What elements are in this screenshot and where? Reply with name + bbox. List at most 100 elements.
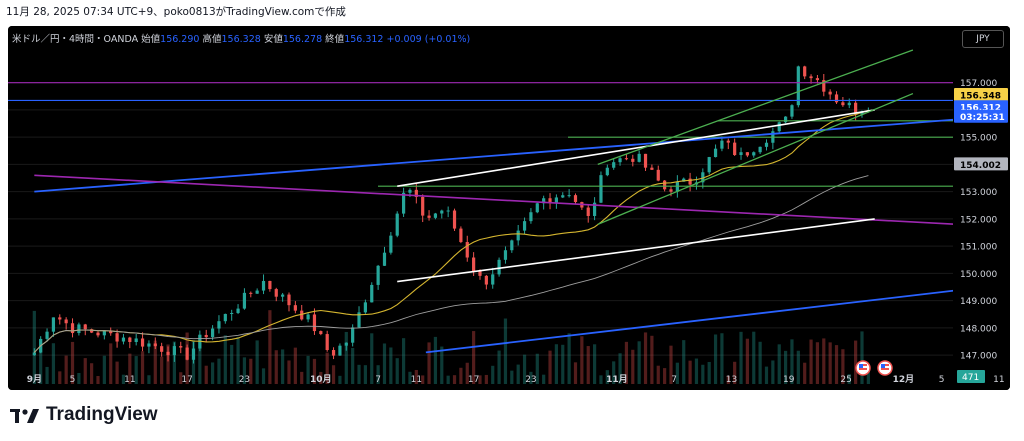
volume-bar	[701, 364, 705, 384]
volume-bar	[860, 331, 864, 384]
candle-body	[783, 116, 788, 123]
volume-bar	[351, 347, 355, 384]
candle-body	[281, 294, 285, 297]
candle-body	[51, 317, 56, 332]
currency-button[interactable]: JPY	[962, 30, 1004, 48]
candle-body	[172, 346, 176, 356]
volume-bar	[465, 362, 469, 384]
candle-body	[478, 271, 482, 276]
volume-bar	[790, 339, 794, 384]
moving-average-slow	[33, 175, 869, 353]
volume-bar	[401, 338, 406, 384]
volume-bar	[357, 364, 361, 384]
volume-bar	[389, 347, 393, 384]
candle-body	[421, 196, 425, 216]
volume-label: 471	[962, 373, 979, 383]
volume-bar	[408, 371, 412, 384]
volume-bar	[586, 346, 590, 384]
candle-body	[631, 158, 635, 162]
candle-body	[561, 195, 565, 198]
volume-bar	[491, 365, 495, 384]
candle-body	[592, 202, 597, 216]
volume-bar	[733, 361, 737, 384]
candle-body	[790, 105, 794, 117]
candle-body	[669, 189, 673, 192]
open-value: 156.290	[160, 34, 200, 45]
candle-body	[230, 312, 234, 314]
candle-body	[338, 345, 342, 356]
candle-body	[363, 302, 367, 313]
volume-bar	[414, 369, 418, 384]
volume-bar	[242, 357, 247, 384]
volume-bar	[510, 370, 514, 384]
volume-bar	[484, 374, 488, 384]
candle-body	[32, 352, 36, 356]
price-label-box	[954, 109, 1008, 123]
price-chart[interactable]: 157.000156.000155.000154.000153.000152.0…	[8, 26, 1010, 390]
time-tick-label: 19	[783, 375, 795, 385]
price-tick-label: 150.000	[960, 270, 997, 280]
candle-body	[841, 102, 845, 106]
time-tick-label: 11	[411, 375, 422, 385]
volume-bar	[217, 358, 221, 384]
time-tick-label: 23	[239, 375, 250, 385]
volume-bar	[612, 361, 616, 384]
high-value: 156.328	[221, 34, 261, 45]
brand-name: TradingView	[46, 404, 158, 425]
trend-line	[425, 283, 1009, 354]
volume-bar	[663, 368, 667, 384]
price-tick-label: 148.000	[960, 324, 997, 334]
tradingview-logo-icon	[10, 409, 39, 423]
candle-body	[223, 313, 227, 322]
candle-body	[268, 280, 272, 290]
trend-line	[34, 114, 1009, 193]
price-label-box	[954, 87, 1008, 101]
candle-body	[312, 314, 317, 332]
candle-body	[414, 189, 418, 197]
volume-bar	[293, 347, 297, 384]
volume-bar	[70, 341, 75, 384]
volume-bar	[796, 350, 800, 384]
candle-body	[395, 213, 399, 236]
candle-body	[236, 308, 240, 313]
volume-bar	[230, 344, 234, 384]
us-flag-icon	[859, 368, 867, 370]
volume-bar	[338, 375, 342, 384]
tradingview-logo[interactable]: TradingView	[10, 404, 158, 426]
volume-bar	[752, 331, 756, 384]
volume-bar	[395, 358, 399, 384]
volume-bar	[166, 344, 170, 384]
volume-bar	[134, 356, 138, 384]
candle-body	[160, 346, 164, 352]
price-axis	[953, 26, 1010, 390]
volume-bar	[675, 362, 679, 384]
candle-body	[287, 294, 291, 306]
open-label: 始値	[141, 34, 161, 45]
close-value: 156.312	[344, 34, 384, 45]
time-tick-label: 10月	[310, 374, 332, 385]
volume-bar	[854, 340, 858, 384]
candle-body	[491, 274, 495, 285]
candle-body	[370, 284, 374, 303]
candle-body	[624, 158, 629, 160]
us-flag-icon	[881, 368, 889, 370]
volume-bar	[726, 375, 730, 384]
time-tick-label: 7	[671, 375, 677, 385]
candle-body	[573, 195, 578, 203]
chart-panel[interactable]: 157.000156.000155.000154.000153.000152.0…	[8, 26, 1010, 390]
volume-bar	[331, 365, 336, 384]
us-flag-icon	[859, 364, 863, 368]
volume-bar	[376, 365, 380, 384]
symbol-label[interactable]: 米ドル／円・4時間・OANDA	[12, 34, 139, 45]
candle-body	[796, 66, 800, 106]
candle-body	[764, 142, 769, 147]
price-tick-label: 153.000	[960, 188, 997, 198]
candle-body	[96, 332, 100, 336]
volume-bar	[446, 375, 450, 384]
volume-bar	[204, 365, 208, 384]
volume-bar	[764, 366, 769, 384]
volume-bar	[179, 372, 183, 384]
candle-body	[204, 334, 208, 338]
volume-bar	[160, 356, 164, 384]
candle-body	[777, 122, 781, 132]
